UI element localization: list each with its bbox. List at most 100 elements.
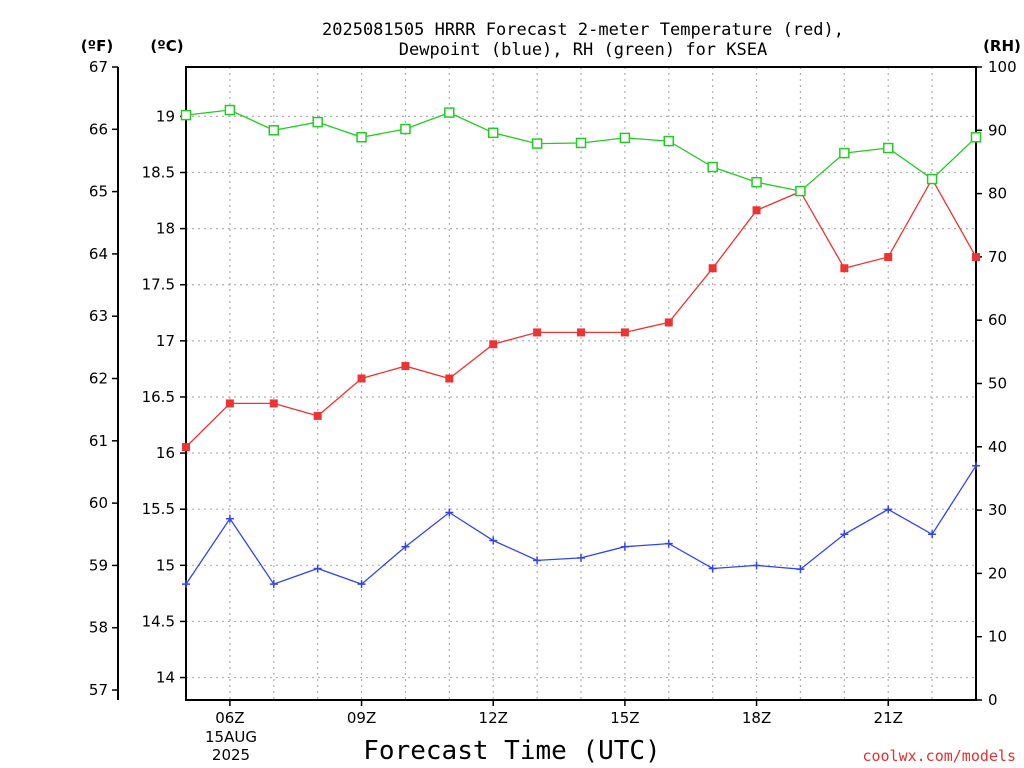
x-tick-label: 09Z	[347, 709, 376, 727]
temperature-point	[357, 374, 366, 383]
rh-point	[180, 109, 192, 121]
celsius-tick-label: 16.5	[142, 388, 175, 406]
celsius-axis-unit: (ºC)	[150, 37, 183, 55]
rh-tick-label: 60	[988, 311, 1007, 329]
dewpoint-point	[620, 542, 629, 551]
fahrenheit-tick-label: 66	[89, 120, 108, 138]
rh-tick-label: 90	[988, 121, 1007, 139]
fahrenheit-tick-label: 59	[89, 556, 108, 574]
x-tick-label: 12Z	[479, 709, 508, 727]
dewpoint-point	[401, 542, 410, 551]
axes	[112, 66, 982, 706]
fahrenheit-tick-label: 58	[89, 619, 108, 637]
rh-point	[444, 107, 455, 118]
rh-tick-label: 30	[988, 501, 1007, 519]
dewpoint-point	[225, 514, 234, 523]
temperature-point	[840, 264, 849, 273]
temperature-point	[489, 340, 498, 349]
temperature-point	[664, 318, 673, 327]
rh-tick-label: 50	[988, 375, 1007, 393]
x-tick-label: 06Z	[215, 709, 244, 727]
rh-point	[312, 116, 323, 128]
temperature-point	[708, 264, 717, 273]
fahrenheit-tick-label: 60	[89, 494, 108, 512]
temperature-point	[533, 328, 542, 337]
rh-point	[531, 138, 543, 149]
celsius-tick-label: 14.5	[142, 612, 175, 630]
fahrenheit-tick-label: 67	[89, 58, 108, 76]
fahrenheit-tick-label: 57	[89, 681, 108, 699]
temperature-point	[269, 399, 278, 408]
celsius-tick-label: 18.5	[142, 164, 175, 182]
rh-tick-label: 20	[988, 564, 1007, 582]
temperature-point	[752, 206, 761, 215]
dewpoint-point	[357, 580, 366, 589]
celsius-tick-label: 15	[156, 556, 175, 574]
temperature-point	[972, 253, 980, 262]
rh-point	[839, 147, 850, 159]
chart-title-line2: Dewpoint (blue), RH (green) for KSEA	[399, 40, 767, 60]
dewpoint-point	[269, 580, 278, 589]
temperature-point	[445, 374, 454, 383]
temperature-point	[401, 362, 410, 371]
series	[180, 104, 982, 589]
celsius-tick-label: 17.5	[142, 276, 175, 294]
dewpoint-point	[445, 508, 454, 517]
fahrenheit-tick-label: 62	[89, 370, 108, 388]
dewpoint-point	[664, 539, 673, 548]
celsius-tick-label: 16	[156, 444, 175, 462]
dewpoint-point	[796, 565, 805, 574]
rh-point	[575, 137, 587, 149]
celsius-tick-label: 15.5	[142, 500, 175, 518]
dewpoint-point	[533, 556, 542, 565]
rh-point	[224, 104, 236, 116]
rh-tick-label: 10	[988, 628, 1007, 646]
x-tick-label: 21Z	[874, 709, 903, 727]
rh-point	[707, 161, 718, 173]
fahrenheit-tick-label: 65	[89, 183, 108, 201]
dewpoint-point	[489, 536, 498, 545]
fahrenheit-tick-label: 61	[89, 432, 108, 450]
rh-point	[356, 132, 367, 143]
dewpoint-point	[972, 461, 980, 470]
rh-point	[795, 185, 806, 197]
temperature-point	[182, 443, 190, 452]
celsius-tick-label: 19	[156, 107, 175, 125]
rh-point	[882, 142, 894, 154]
fahrenheit-tick-label: 63	[89, 307, 108, 325]
temperature-point	[225, 399, 234, 408]
rh-tick-label: 80	[988, 185, 1007, 203]
dewpoint-point	[313, 564, 322, 573]
temperature-point	[313, 411, 322, 420]
rh-tick-label: 40	[988, 438, 1007, 456]
rh-point	[926, 173, 938, 185]
celsius-tick-label: 17	[156, 332, 175, 350]
rh-tick-label: 0	[988, 691, 998, 709]
rh-point	[268, 125, 280, 136]
grid	[186, 67, 976, 700]
dewpoint-point	[752, 561, 761, 570]
rh-axis-unit: (RH)	[983, 37, 1021, 55]
tick-labels: 67 66 65 64 63 62 61 60 59 58 57 19 18.5 18 17.5 17 16.5…	[89, 58, 1017, 727]
temperature-point	[577, 328, 585, 337]
rh-point	[970, 132, 982, 143]
dewpoint-point	[708, 564, 717, 573]
x-date-day: 15AUG	[205, 728, 257, 746]
rh-point	[751, 176, 762, 188]
temperature-point	[620, 328, 629, 337]
plot-frame	[185, 66, 977, 701]
dewpoint-point	[182, 580, 190, 589]
dewpoint-point	[884, 505, 893, 514]
rh-point	[487, 127, 499, 139]
fahrenheit-axis-unit: (ºF)	[81, 37, 113, 55]
temperature-point	[884, 253, 893, 262]
x-tick-label: 15Z	[610, 709, 639, 727]
rh-point	[619, 132, 631, 144]
x-axis-label: Forecast Time (UTC)	[363, 736, 660, 766]
dewpoint-point	[928, 530, 937, 539]
rh-tick-label: 100	[988, 58, 1017, 76]
rh-point	[400, 123, 411, 135]
celsius-tick-label: 14	[156, 669, 175, 687]
credit-text: coolwx.com/models	[862, 747, 1016, 765]
